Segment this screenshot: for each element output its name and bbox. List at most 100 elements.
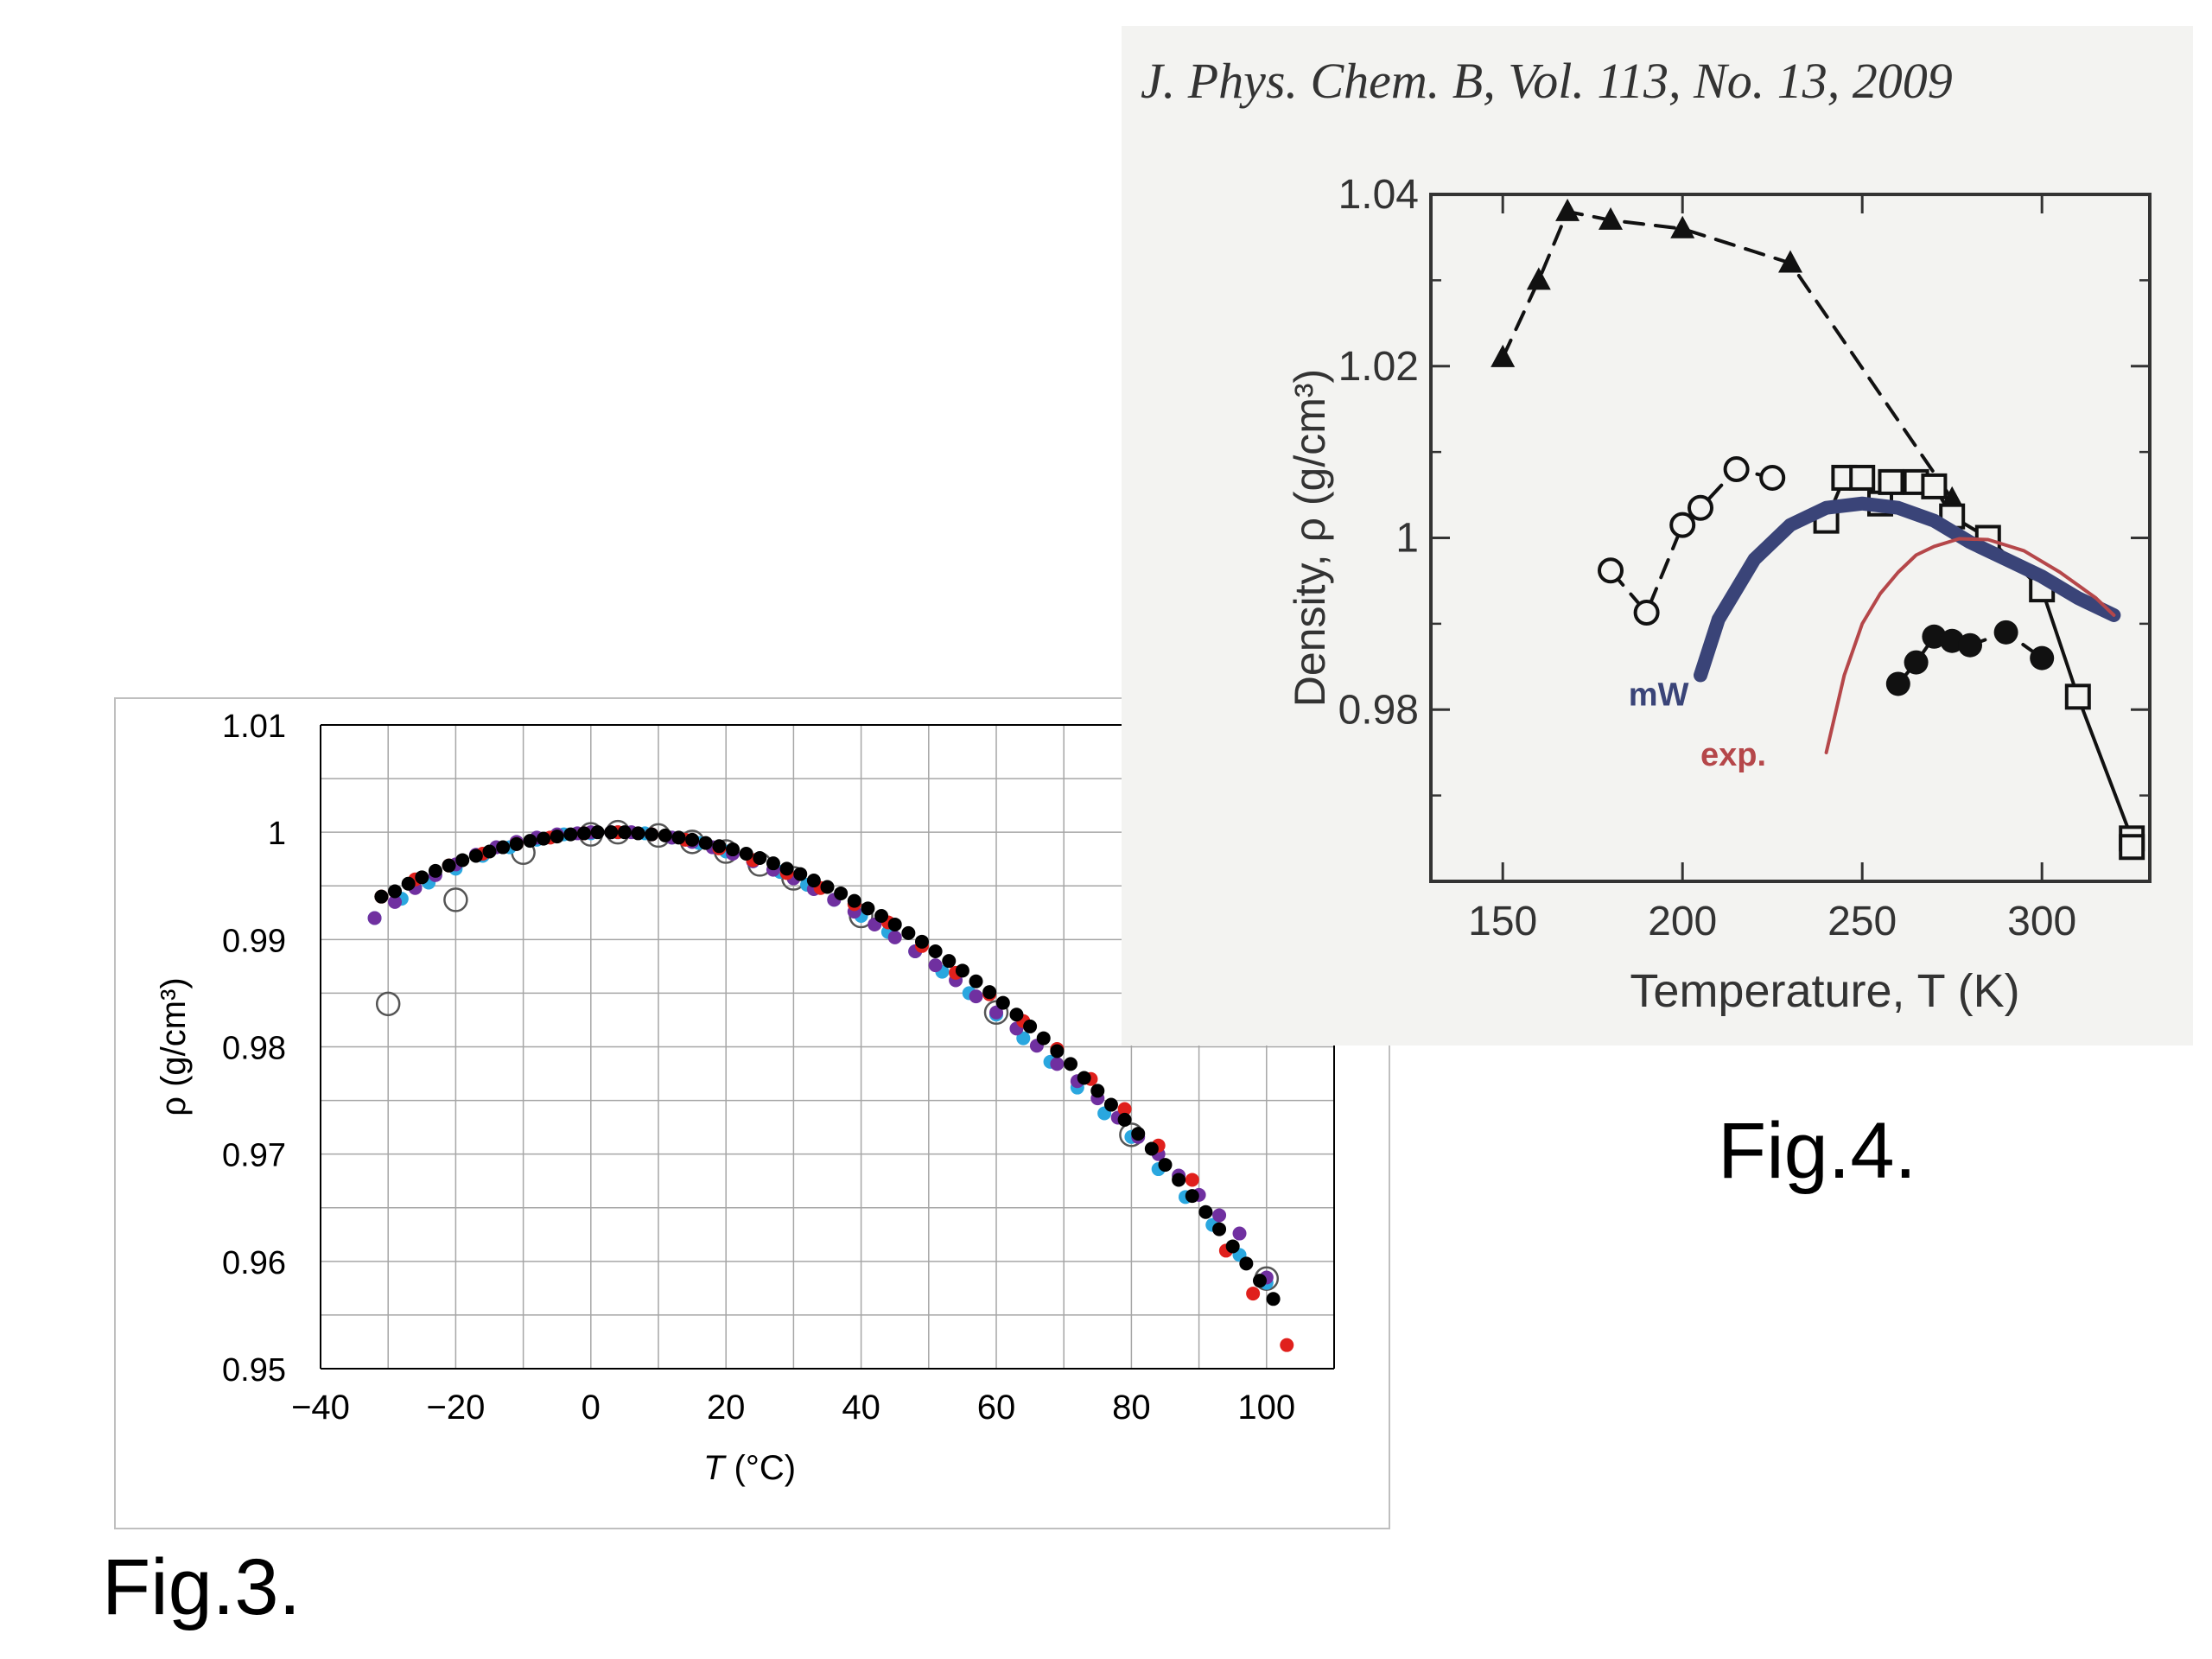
fig3-black-point <box>1117 1112 1132 1127</box>
fig3-black-point <box>658 828 672 842</box>
fig3-black-point <box>645 827 659 842</box>
fig3-black-point <box>914 934 929 949</box>
fig3-purple-point <box>1050 1057 1065 1071</box>
fig4-x-tick-label: 250 <box>1827 899 1897 944</box>
fig3-black-point <box>590 825 605 840</box>
fig3-black-point <box>388 884 403 899</box>
fig4-filled-circle-point <box>1958 632 1982 658</box>
fig4-y-tick-label: 0.98 <box>1338 687 1419 733</box>
fig3-x-tick-label: 80 <box>1112 1389 1151 1427</box>
fig4-panel: 150 200 250 300 0.98 1 1.02 1.04 Density, ρ (g/… <box>1122 26 2193 1046</box>
fig3-caption: Fig.3. <box>102 1543 302 1631</box>
fig3-black-point <box>1225 1239 1240 1254</box>
fig4-triangle-point <box>1491 344 1516 367</box>
fig3-red-point <box>1246 1287 1261 1301</box>
fig3-black-point <box>806 874 821 888</box>
fig3-black-point <box>1036 1031 1051 1046</box>
fig3-black-point <box>1144 1141 1159 1156</box>
fig3-purple-point <box>887 930 902 944</box>
fig3-y-tick-label: 1 <box>268 816 286 852</box>
fig3-chart: −40 −20 0 20 40 60 80 100 0.95 0.96 0.97 0.98 0.99 1 1… <box>155 709 1335 1487</box>
fig3-black-point <box>509 836 524 851</box>
fig3-black-point <box>482 844 497 859</box>
fig4-series-line <box>1824 537 2116 754</box>
fig3-black-point <box>1103 1097 1118 1112</box>
fig3-black-point <box>726 842 741 857</box>
fig4-open-square-point <box>2064 683 2091 710</box>
fig3-black-point <box>901 925 916 940</box>
fig3-y-tick-label: 0.98 <box>222 1031 286 1067</box>
fig4-open-square-point <box>2119 834 2145 861</box>
fig3-black-point <box>861 901 875 916</box>
fig4-x-tick-label: 150 <box>1468 899 1537 944</box>
fig3-black-point <box>739 847 753 861</box>
fig3-y-axis-label: ρ (g/cm³) <box>155 977 193 1116</box>
fig4-x-axis-label: Temperature, T (K) <box>1630 965 2019 1017</box>
fig3-y-tick-label: 0.96 <box>222 1245 286 1281</box>
journal-header: J. Phys. Chem. B, Vol. 113, No. 13, 2009 <box>1141 53 1953 109</box>
fig3-black-point <box>1064 1057 1078 1071</box>
fig3-black-point <box>1131 1127 1146 1141</box>
fig4-filled-circle-point <box>1904 650 1929 675</box>
fig3-black-point <box>374 889 389 904</box>
fig3-x-tick-label: 0 <box>582 1389 601 1427</box>
fig4-y-tick-label: 1.02 <box>1338 344 1419 390</box>
fig3-black-point <box>1172 1173 1186 1187</box>
fig4-plot-frame <box>1429 193 2152 883</box>
fig3-black-point <box>442 858 456 873</box>
fig3-black-point <box>563 827 578 842</box>
fig3-black-point <box>874 909 889 924</box>
fig3-black-point <box>793 867 808 881</box>
fig3-black-point <box>834 886 849 900</box>
fig3-x-axis-var: T <box>703 1449 727 1487</box>
fig3-x-tick-label: 100 <box>1237 1389 1295 1427</box>
fig3-y-tick-label: 0.97 <box>222 1138 286 1174</box>
fig4-caption: Fig.4. <box>1718 1107 1917 1195</box>
fig3-purple-point <box>1212 1208 1227 1223</box>
fig3-y-tick-label: 0.95 <box>222 1352 286 1389</box>
fig3-purple-point <box>1232 1226 1247 1241</box>
fig3-black-point <box>537 831 551 846</box>
fig4-triangle-point <box>1670 215 1695 238</box>
fig3-open-circle-point <box>983 1000 1009 1026</box>
fig3-black-point <box>1023 1019 1038 1033</box>
fig3-black-point <box>942 954 957 969</box>
fig3-y-tick-label: 0.99 <box>222 923 286 959</box>
fig4-triangle-point <box>1778 250 1802 273</box>
fig3-black-point <box>415 870 429 885</box>
fig3-x-tick-label: 40 <box>842 1389 880 1427</box>
fig3-black-point <box>428 863 442 878</box>
fig3-black-point <box>955 963 969 978</box>
fig4-y-tick-label: 1.04 <box>1338 172 1419 218</box>
fig4-open-square-point <box>1921 473 1948 499</box>
fig3-black-point <box>698 836 713 850</box>
fig3-black-point <box>1077 1071 1091 1085</box>
fig3-x-axis-label: T (°C) <box>703 1449 796 1487</box>
fig3-red-point <box>1117 1102 1132 1116</box>
fig3-black-point <box>1239 1256 1254 1271</box>
fig4-mw-annotation: mW <box>1629 677 1689 713</box>
fig3-black-point <box>576 826 591 841</box>
fig3-black-point <box>766 856 780 871</box>
fig3-black-point <box>523 834 537 849</box>
fig4-open-circle-point <box>1598 557 1624 584</box>
fig3-open-circle-point <box>443 887 468 912</box>
fig4-open-circle-point <box>1633 599 1660 626</box>
fig3-black-point <box>1185 1189 1199 1204</box>
fig3-black-point <box>1090 1084 1105 1098</box>
fig4-series-line <box>1694 496 2121 683</box>
fig3-x-axis-unit: (°C) <box>724 1449 796 1487</box>
fig3-black-point <box>982 985 997 1000</box>
fig3-red-point <box>1280 1338 1294 1352</box>
fig4-filled-circle-point <box>1993 620 2018 645</box>
fig3-black-point <box>550 830 564 844</box>
fig3-black-point <box>1266 1292 1281 1306</box>
fig3-black-point <box>887 917 902 931</box>
fig3-black-point <box>1198 1205 1213 1219</box>
fig4-open-circle-point <box>1759 464 1786 491</box>
fig3-open-circle-point <box>375 991 401 1017</box>
fig3-black-point <box>1158 1158 1173 1173</box>
fig3-x-tick-label: −40 <box>291 1389 350 1427</box>
fig3-black-point <box>685 832 700 847</box>
fig3-black-point <box>1050 1044 1065 1058</box>
